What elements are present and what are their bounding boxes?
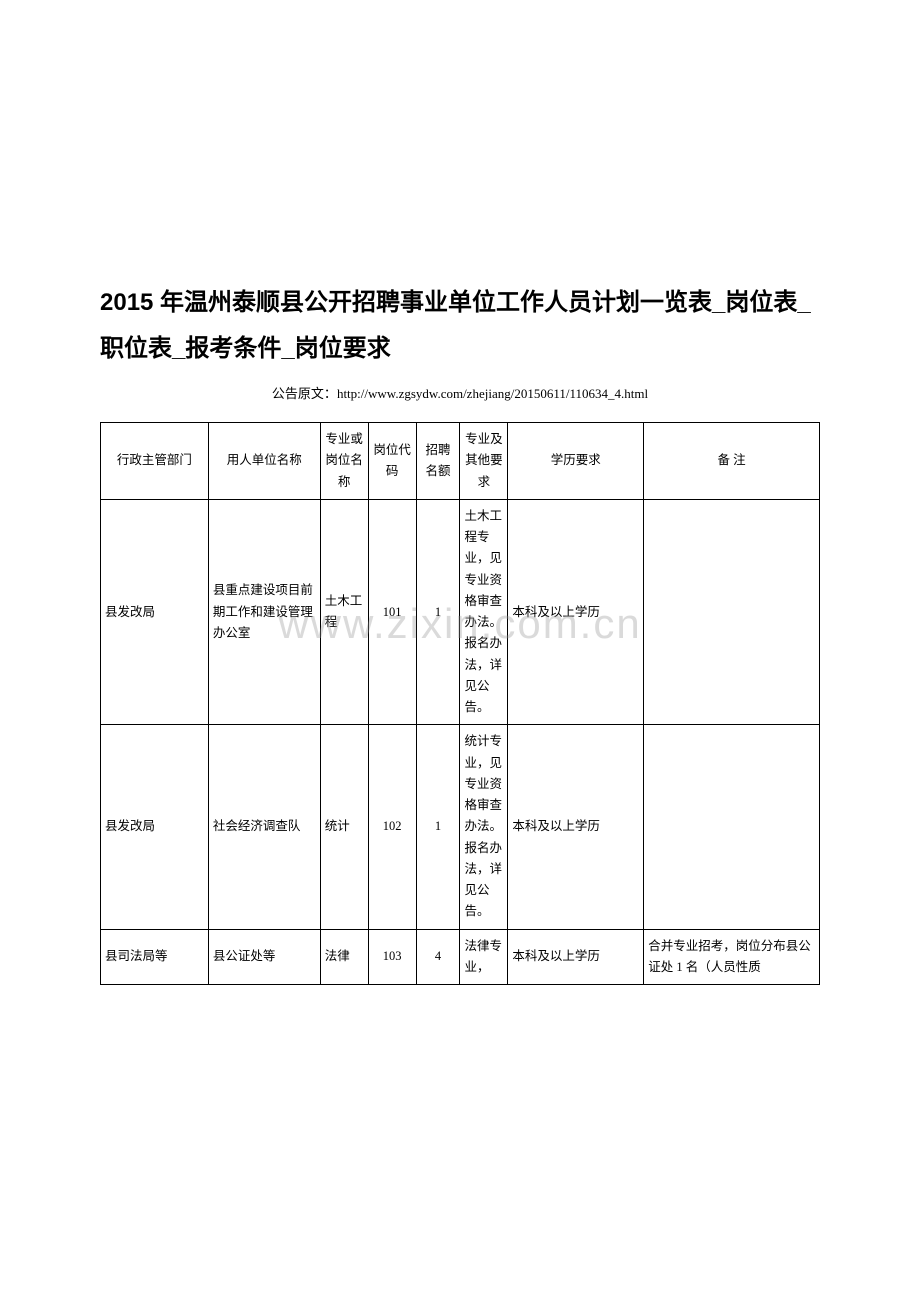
cell-major: 统计 xyxy=(320,725,368,929)
cell-dept: 县发改局 xyxy=(101,725,209,929)
cell-count: 4 xyxy=(416,929,460,985)
source-line: 公告原文：http://www.zgsydw.com/zhejiang/2015… xyxy=(100,383,820,402)
cell-code: 102 xyxy=(368,725,416,929)
table-row: 县司法局等 县公证处等 法律 103 4 法律专业， 本科及以上学历 合并专业招… xyxy=(101,929,820,985)
header-major: 专业或岗位名称 xyxy=(320,423,368,500)
cell-edu: 本科及以上学历 xyxy=(508,499,644,725)
cell-note xyxy=(644,725,820,929)
cell-edu: 本科及以上学历 xyxy=(508,929,644,985)
source-url: http://www.zgsydw.com/zhejiang/20150611/… xyxy=(337,386,648,401)
cell-unit: 县重点建设项目前期工作和建设管理办公室 xyxy=(208,499,320,725)
cell-code: 101 xyxy=(368,499,416,725)
cell-edu: 本科及以上学历 xyxy=(508,725,644,929)
header-dept: 行政主管部门 xyxy=(101,423,209,500)
cell-req: 法律专业， xyxy=(460,929,508,985)
cell-dept: 县发改局 xyxy=(101,499,209,725)
cell-major: 法律 xyxy=(320,929,368,985)
header-code: 岗位代码 xyxy=(368,423,416,500)
cell-major: 土木工程 xyxy=(320,499,368,725)
cell-note: 合并专业招考，岗位分布县公证处 1 名（人员性质 xyxy=(644,929,820,985)
cell-count: 1 xyxy=(416,725,460,929)
header-note: 备 注 xyxy=(644,423,820,500)
source-label: 公告原文： xyxy=(272,386,337,401)
table-header-row: 行政主管部门 用人单位名称 专业或岗位名称 岗位代码 招聘名额 专业及其他要求 … xyxy=(101,423,820,500)
header-edu: 学历要求 xyxy=(508,423,644,500)
cell-req: 统计专业，见专业资格审查办法。报名办法，详见公告。 xyxy=(460,725,508,929)
cell-code: 103 xyxy=(368,929,416,985)
header-req: 专业及其他要求 xyxy=(460,423,508,500)
cell-unit: 社会经济调查队 xyxy=(208,725,320,929)
recruitment-table: 行政主管部门 用人单位名称 专业或岗位名称 岗位代码 招聘名额 专业及其他要求 … xyxy=(100,422,820,985)
table-row: 县发改局 县重点建设项目前期工作和建设管理办公室 土木工程 101 1 土木工程… xyxy=(101,499,820,725)
cell-note xyxy=(644,499,820,725)
header-count: 招聘名额 xyxy=(416,423,460,500)
table-row: 县发改局 社会经济调查队 统计 102 1 统计专业，见专业资格审查办法。报名办… xyxy=(101,725,820,929)
cell-req: 土木工程专业，见专业资格审查办法。报名办法，详见公告。 xyxy=(460,499,508,725)
page-title: 2015 年温州泰顺县公开招聘事业单位工作人员计划一览表_岗位表_职位表_报考条… xyxy=(100,280,820,371)
cell-count: 1 xyxy=(416,499,460,725)
header-unit: 用人单位名称 xyxy=(208,423,320,500)
cell-dept: 县司法局等 xyxy=(101,929,209,985)
cell-unit: 县公证处等 xyxy=(208,929,320,985)
